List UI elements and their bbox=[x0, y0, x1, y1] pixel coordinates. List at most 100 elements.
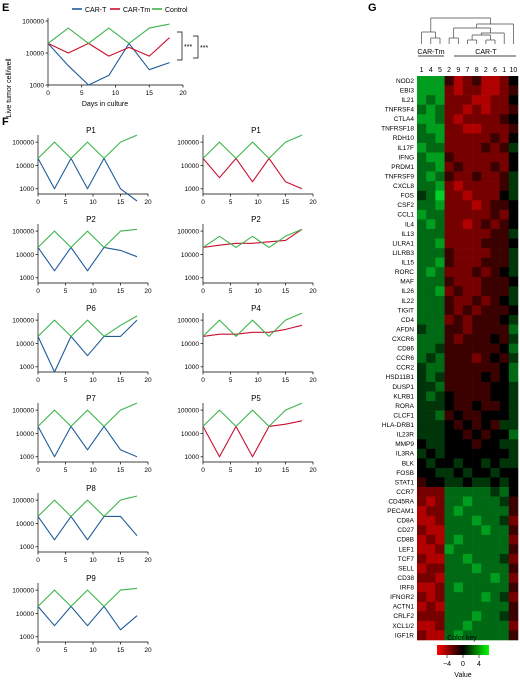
series-line-control bbox=[202, 228, 303, 248]
heatmap-cell bbox=[444, 362, 455, 373]
heatmap-cell bbox=[490, 362, 500, 373]
gene-label: RDH10 bbox=[393, 135, 415, 142]
y-tick-label: 1000 bbox=[20, 454, 35, 461]
gene-label: CCR6 bbox=[396, 355, 414, 362]
heatmap-cell bbox=[435, 381, 445, 392]
heatmap-cell bbox=[462, 162, 473, 172]
heatmap-cell bbox=[472, 534, 482, 545]
heatmap-cell bbox=[508, 448, 519, 459]
heatmap-cell bbox=[444, 219, 455, 230]
heatmap-cell bbox=[508, 190, 519, 201]
heatmap-cell bbox=[481, 401, 491, 411]
heatmap-cell bbox=[499, 544, 510, 555]
gene-label: CD86 bbox=[397, 346, 414, 353]
heatmap-cell bbox=[481, 391, 491, 402]
heatmap-cell bbox=[453, 104, 464, 115]
gene-label: IFNG bbox=[398, 154, 414, 161]
heatmap-cell bbox=[499, 248, 510, 258]
y-tick-label: 100000 bbox=[12, 587, 34, 594]
heatmap-cell bbox=[417, 611, 427, 622]
chart-f-10: 1000 10000 100000 0 5 10 15 20 P9 bbox=[12, 574, 152, 654]
series-line-control bbox=[47, 23, 170, 44]
heatmap-cell bbox=[453, 152, 464, 163]
heatmap-cell bbox=[508, 228, 519, 239]
chart-title: P8 bbox=[86, 484, 96, 493]
heatmap-cell bbox=[417, 525, 427, 536]
heatmap-cell bbox=[435, 353, 445, 364]
heatmap-cell bbox=[435, 573, 445, 583]
group-label-car-tm: CAR-Tm bbox=[417, 49, 444, 56]
gene-label: MAF bbox=[400, 279, 414, 286]
heatmap-cell bbox=[472, 525, 482, 536]
series-line-control bbox=[202, 312, 303, 337]
heatmap-cell bbox=[444, 162, 455, 172]
gene-labels: NOD2 EBI3 IL21 TNFRSF4 CTLA4 TNFRSF18 RDH10 IL1… bbox=[381, 78, 415, 639]
heatmap-cell bbox=[490, 611, 500, 622]
heatmap-cell bbox=[435, 544, 445, 555]
heatmap-cell bbox=[417, 228, 427, 239]
heatmap-cell bbox=[508, 620, 519, 631]
x-tick-label: 0 bbox=[36, 199, 40, 206]
heatmap-cell bbox=[453, 181, 464, 192]
heatmap-cell bbox=[453, 496, 464, 507]
color-key-tick-label-minus4: −4 bbox=[443, 661, 451, 668]
x-tick-label: 20 bbox=[309, 199, 317, 206]
heatmap-cell bbox=[444, 343, 455, 354]
heatmap-cell bbox=[499, 200, 510, 211]
heatmap-cell bbox=[462, 104, 473, 115]
heatmap-cell bbox=[426, 563, 436, 574]
heatmap-cell bbox=[472, 410, 482, 421]
heatmap-cell bbox=[435, 515, 445, 526]
heatmap-cell bbox=[490, 181, 500, 192]
heatmap-cell bbox=[453, 305, 464, 316]
heatmap-cell bbox=[462, 582, 473, 593]
heatmap-cell bbox=[481, 420, 491, 430]
heatmap-cell bbox=[462, 381, 473, 392]
heatmap-cell bbox=[444, 592, 455, 603]
heatmap-cell bbox=[462, 267, 473, 278]
heatmap-cell bbox=[426, 601, 436, 612]
heatmap-cell bbox=[472, 467, 482, 478]
heatmap-cell bbox=[462, 362, 473, 373]
heatmap-cell bbox=[508, 362, 519, 373]
heatmap-cell bbox=[490, 276, 500, 287]
heatmap-cell bbox=[490, 544, 500, 555]
heatmap-cell bbox=[417, 219, 427, 230]
group-label-car-t: CAR-T bbox=[475, 49, 497, 56]
heatmap-cell bbox=[490, 295, 500, 306]
x-tick-label: 10 bbox=[254, 288, 262, 295]
heatmap-cell bbox=[490, 458, 500, 469]
heatmap-cell bbox=[490, 525, 500, 536]
heatmap-cell bbox=[490, 353, 500, 364]
heatmap-cell bbox=[453, 448, 464, 459]
x-tick-label: 0 bbox=[201, 199, 205, 206]
heatmap-cell bbox=[444, 467, 455, 478]
heatmap-cell bbox=[490, 467, 500, 478]
series-line-control bbox=[37, 315, 138, 337]
heatmap-cell bbox=[508, 487, 519, 497]
heatmap-cell bbox=[417, 353, 427, 364]
heatmap-cell bbox=[417, 487, 427, 497]
heatmap-cell bbox=[444, 410, 455, 421]
heatmap-cell bbox=[490, 343, 500, 354]
gene-label: IL17F bbox=[397, 145, 414, 152]
heatmap-cell bbox=[490, 219, 500, 230]
heatmap-cell bbox=[490, 324, 500, 335]
gene-label: CD45RA bbox=[388, 498, 414, 505]
heatmap-cell bbox=[444, 515, 455, 526]
heatmap-cell bbox=[435, 267, 445, 278]
heatmap-cell bbox=[444, 142, 455, 153]
heatmap-cell bbox=[453, 295, 464, 306]
heatmap-cell bbox=[472, 429, 482, 440]
y-tick-label: 100000 bbox=[22, 18, 44, 25]
heatmap-cell bbox=[426, 448, 436, 459]
heatmap-cell bbox=[462, 496, 473, 507]
gene-label: XCL1/2 bbox=[392, 623, 414, 630]
heatmap-cell bbox=[490, 334, 500, 344]
heatmap-cell bbox=[481, 142, 491, 153]
chart-f-4: 1000 10000 100000 0 5 10 15 20 P2 bbox=[177, 215, 317, 295]
heatmap-cell bbox=[499, 506, 510, 517]
heatmap-cell bbox=[426, 381, 436, 392]
heatmap-cell bbox=[490, 448, 500, 459]
heatmap-cell bbox=[508, 467, 519, 478]
